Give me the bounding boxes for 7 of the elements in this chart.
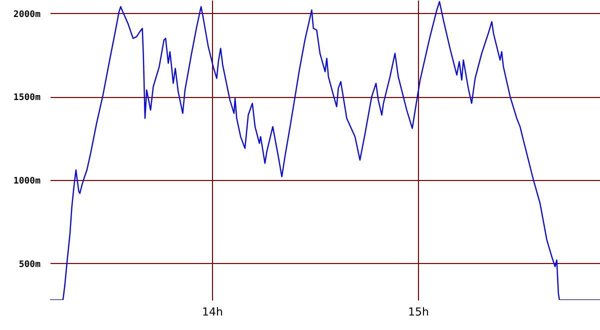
y-tick-label: 2000m bbox=[13, 10, 42, 20]
y-tick-label: 500m bbox=[18, 260, 42, 270]
y-tick-label: 1500m bbox=[13, 93, 42, 104]
y-tick-label: 1000m bbox=[13, 176, 42, 186]
line-series bbox=[50, 1, 600, 300]
x-tick-label: 14h bbox=[202, 306, 223, 318]
x-tick-label: 15h bbox=[408, 306, 430, 318]
